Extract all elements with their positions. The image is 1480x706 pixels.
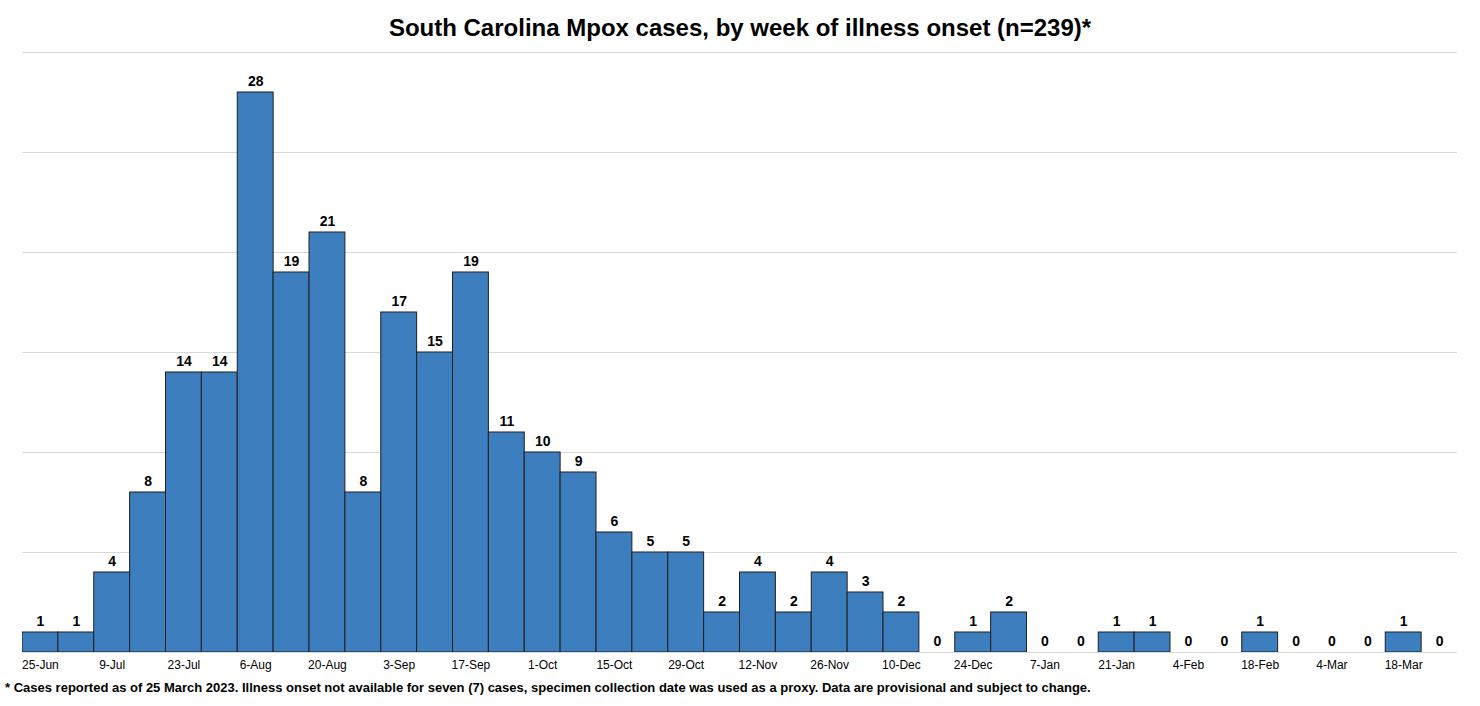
- svg-text:10-Dec: 10-Dec: [882, 658, 921, 672]
- svg-text:4-Mar: 4-Mar: [1316, 658, 1347, 672]
- svg-text:19: 19: [463, 253, 479, 269]
- svg-text:2: 2: [718, 593, 726, 609]
- svg-text:25-Jun: 25-Jun: [22, 658, 59, 672]
- svg-text:7-Jan: 7-Jan: [1030, 658, 1060, 672]
- svg-text:18-Feb: 18-Feb: [1241, 658, 1279, 672]
- svg-text:2: 2: [1005, 593, 1013, 609]
- svg-text:14: 14: [176, 353, 192, 369]
- svg-text:11: 11: [499, 413, 514, 429]
- svg-text:0: 0: [1041, 633, 1049, 649]
- svg-text:21: 21: [320, 213, 336, 229]
- svg-text:9-Jul: 9-Jul: [99, 658, 125, 672]
- svg-text:0: 0: [1220, 633, 1228, 649]
- svg-text:1: 1: [37, 613, 45, 629]
- svg-text:0: 0: [1436, 633, 1444, 649]
- svg-text:28: 28: [248, 73, 264, 89]
- svg-text:17: 17: [391, 293, 407, 309]
- svg-text:0: 0: [1185, 633, 1193, 649]
- svg-text:12-Nov: 12-Nov: [739, 658, 778, 672]
- svg-text:29-Oct: 29-Oct: [668, 658, 705, 672]
- svg-text:0: 0: [933, 633, 941, 649]
- svg-text:1: 1: [72, 613, 80, 629]
- html-text:* Cases reported as of 25 Marc: * Cases reported as of 25 March 2023. Il…: [5, 680, 1091, 695]
- svg-text:1: 1: [969, 613, 977, 629]
- svg-text:5: 5: [682, 533, 690, 549]
- svg-text:4: 4: [108, 553, 116, 569]
- svg-text:0: 0: [1328, 633, 1336, 649]
- svg-text:15: 15: [427, 333, 443, 349]
- svg-text:2: 2: [898, 593, 906, 609]
- svg-text:1-Oct: 1-Oct: [528, 658, 558, 672]
- svg-text:26-Nov: 26-Nov: [810, 658, 849, 672]
- svg-text:9: 9: [575, 453, 583, 469]
- svg-text:6: 6: [611, 513, 619, 529]
- svg-text:19: 19: [284, 253, 300, 269]
- svg-text:2: 2: [790, 593, 798, 609]
- svg-text:21-Jan: 21-Jan: [1098, 658, 1135, 672]
- svg-text:1: 1: [1256, 613, 1264, 629]
- svg-text:4: 4: [826, 553, 834, 569]
- svg-text:0: 0: [1077, 633, 1085, 649]
- svg-text:24-Dec: 24-Dec: [954, 658, 993, 672]
- svg-text:14: 14: [212, 353, 228, 369]
- svg-text:5: 5: [646, 533, 654, 549]
- svg-text:1: 1: [1400, 613, 1408, 629]
- svg-text:1: 1: [1113, 613, 1121, 629]
- svg-text:0: 0: [1292, 633, 1300, 649]
- svg-text:3-Sep: 3-Sep: [383, 658, 415, 672]
- svg-text:23-Jul: 23-Jul: [168, 658, 201, 672]
- svg-text:3: 3: [862, 573, 870, 589]
- svg-text:17-Sep: 17-Sep: [452, 658, 491, 672]
- svg-text:18-Mar: 18-Mar: [1385, 658, 1423, 672]
- svg-text:15-Oct: 15-Oct: [596, 658, 633, 672]
- svg-text:4-Feb: 4-Feb: [1173, 658, 1205, 672]
- svg-text:1: 1: [1149, 613, 1157, 629]
- svg-text:8: 8: [144, 473, 152, 489]
- svg-text:4: 4: [754, 553, 762, 569]
- svg-text:6-Aug: 6-Aug: [240, 658, 272, 672]
- svg-text:20-Aug: 20-Aug: [308, 658, 347, 672]
- html-text:South Carolina Mpox cases, by: South Carolina Mpox cases, by week of il…: [388, 14, 1092, 41]
- svg-text:8: 8: [359, 473, 367, 489]
- svg-text:0: 0: [1364, 633, 1372, 649]
- svg-text:10: 10: [535, 433, 551, 449]
